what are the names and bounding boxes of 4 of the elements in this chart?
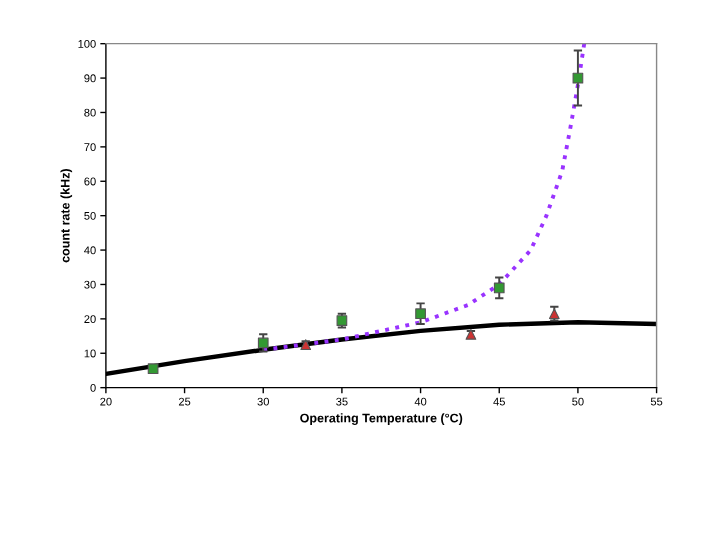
point [147, 363, 159, 375]
point [415, 308, 426, 320]
point [493, 282, 505, 294]
point [257, 337, 269, 349]
